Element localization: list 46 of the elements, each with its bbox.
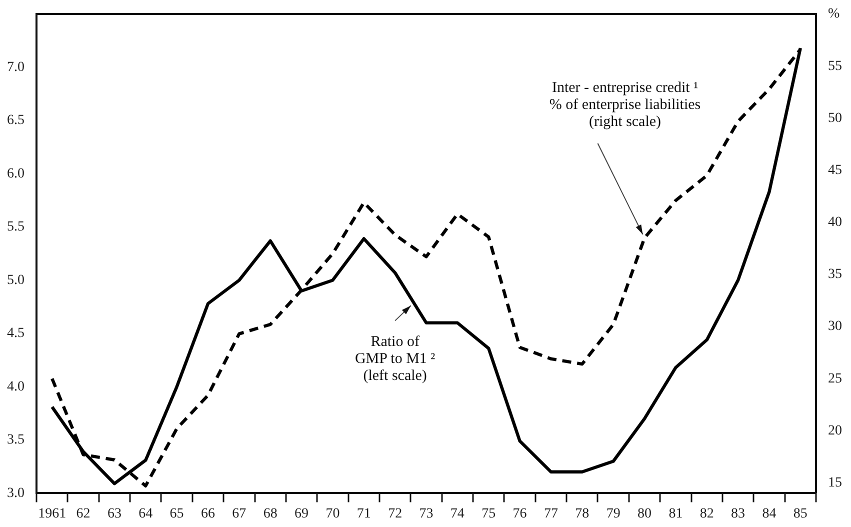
x-tick-label: 68 [263, 506, 278, 522]
y2-tick-label: 25 [828, 371, 842, 386]
x-tick-label: 77 [544, 506, 558, 522]
y-tick-label: 3.0 [7, 486, 24, 501]
x-tick-label: 82 [700, 506, 714, 522]
x-tick-label: 72 [388, 506, 402, 522]
y2-tick-label: 40 [828, 215, 842, 230]
y2-tick-label: 50 [828, 110, 842, 126]
x-tick-label: 75 [482, 506, 496, 522]
y-tick-label: 4.0 [7, 379, 24, 394]
y2-tick-label: 45 [828, 162, 842, 178]
x-tick-label: 71 [356, 506, 371, 522]
x-tick-label: 83 [731, 506, 746, 522]
y2-tick-label: 30 [828, 319, 842, 334]
x-tick-label: 1961 [38, 506, 66, 522]
x-tick-label: 84 [762, 506, 776, 522]
x-tick-label: 65 [170, 506, 184, 522]
y-tick-label: 6.0 [7, 166, 24, 182]
x-tick-label: 80 [638, 506, 652, 522]
y-tick-label: 6.5 [7, 113, 24, 128]
x-tick-label: 66 [200, 506, 215, 522]
x-tick-label: 85 [793, 506, 808, 522]
y-tick-label: 4.5 [7, 326, 24, 342]
x-tick-label: 62 [76, 506, 90, 522]
y2-tick-label: 15 [828, 475, 842, 490]
y-tick-label: 5.5 [7, 220, 24, 235]
series-label: Inter - entreprise credit ¹ % of enterprise liabilities (right scale) [549, 80, 701, 130]
y2-tick-label: % [828, 6, 840, 22]
x-tick-label: 81 [668, 506, 683, 522]
y2-tick-label: 35 [828, 267, 842, 282]
x-tick-label: 78 [575, 506, 590, 522]
x-tick-label: 69 [294, 506, 309, 522]
y-tick-label: 7.0 [7, 60, 24, 75]
y-tick-label: 3.5 [7, 432, 24, 448]
x-tick-label: 74 [450, 506, 464, 522]
y2-tick-label: 20 [828, 423, 842, 438]
x-tick-label: 70 [326, 506, 340, 522]
y2-tick-label: 55 [828, 58, 842, 74]
x-tick-label: 67 [232, 506, 246, 522]
x-tick-label: 79 [606, 506, 620, 522]
series-label: Ratio of GMP to M1 ² (left scale) [354, 334, 436, 384]
y-tick-label: 5.0 [7, 272, 24, 288]
x-tick-label: 76 [512, 506, 527, 522]
x-tick-label: 63 [107, 506, 122, 522]
x-tick-label: 73 [419, 506, 434, 522]
x-tick-label: 64 [138, 506, 153, 522]
